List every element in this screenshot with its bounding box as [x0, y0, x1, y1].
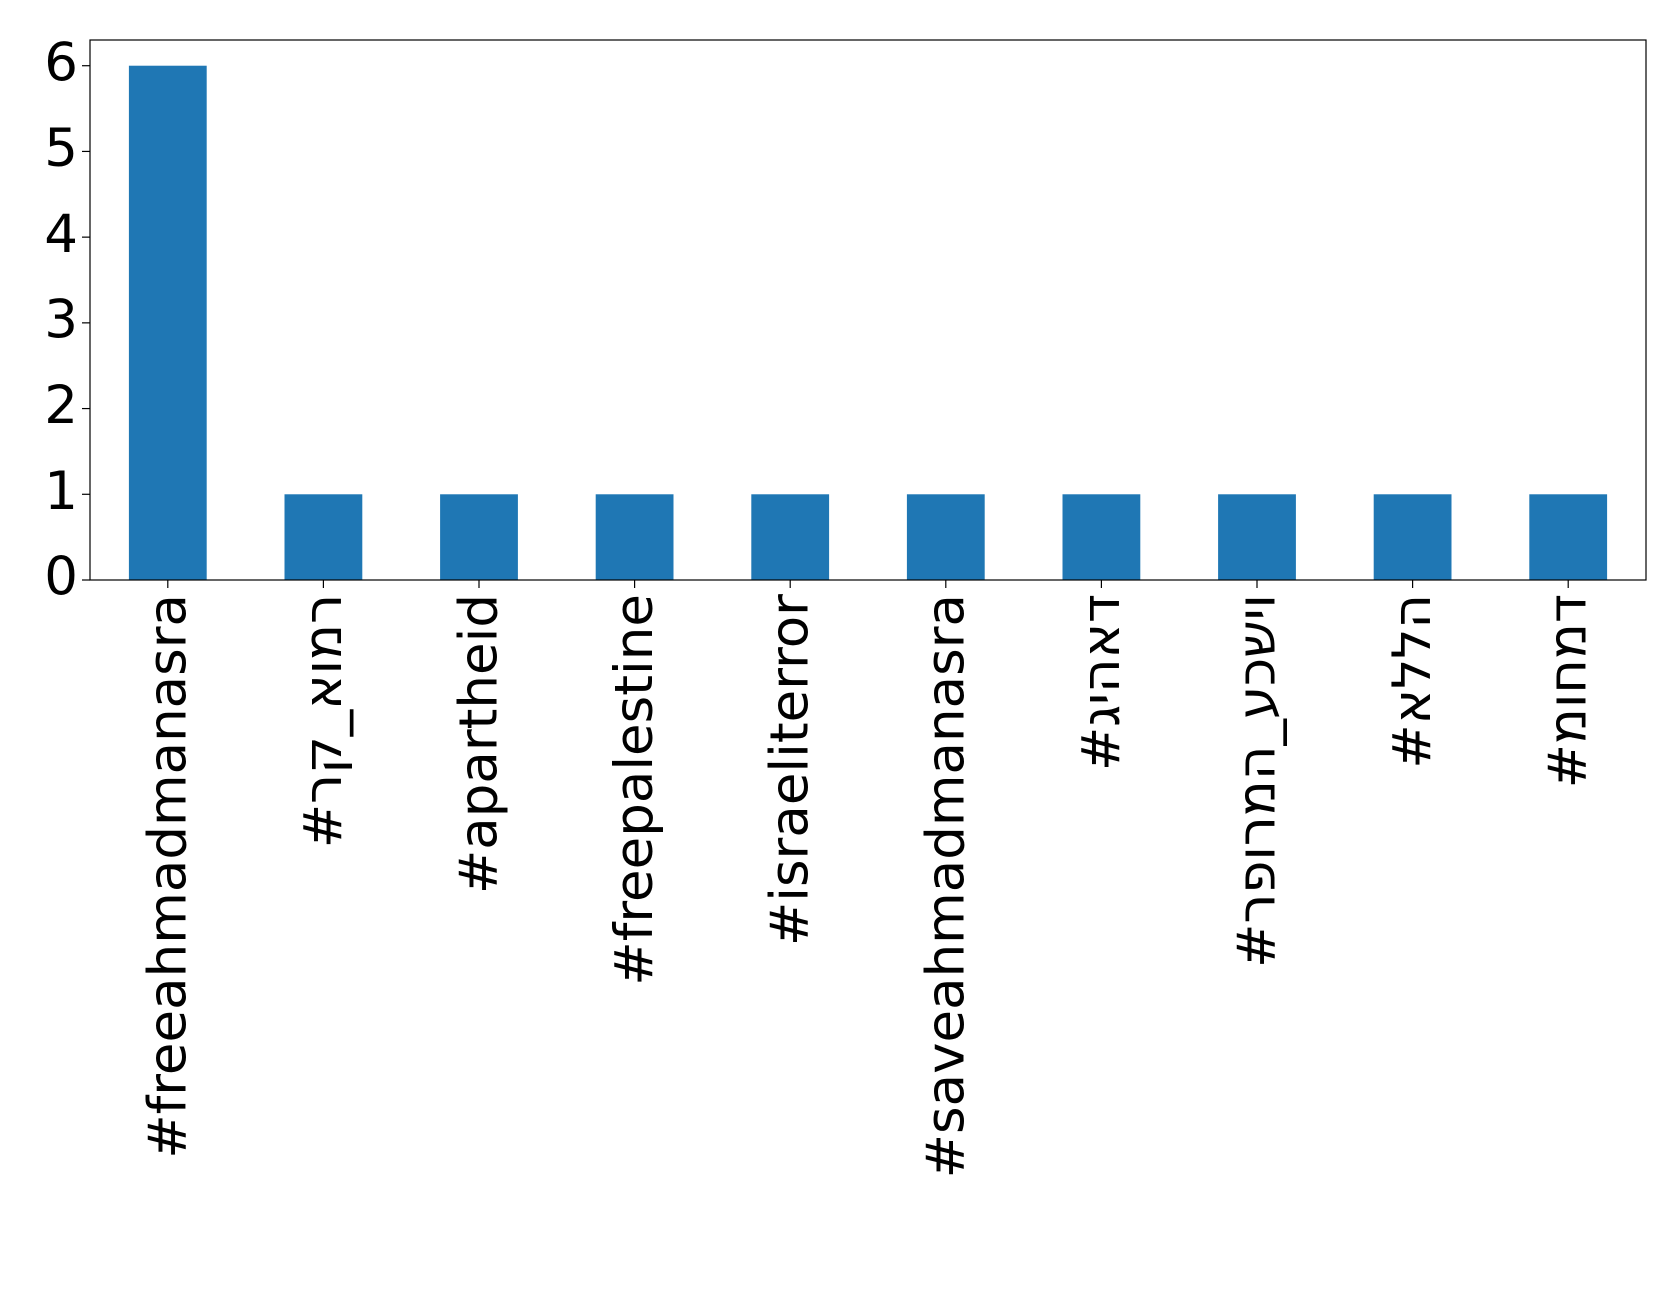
y-tick-label: 2: [44, 375, 78, 436]
x-tick-label: #אללה: [1382, 594, 1443, 769]
y-tick-label: 1: [44, 461, 78, 522]
y-tick-label: 0: [44, 547, 78, 608]
x-tick-label: #apartheid: [449, 594, 510, 894]
bar: [751, 494, 830, 580]
y-tick-label: 6: [44, 32, 78, 93]
y-tick-label: 3: [44, 289, 78, 350]
bar: [1529, 494, 1608, 580]
x-tick-label: #מוחמד: [1538, 594, 1599, 788]
bar: [1373, 494, 1452, 580]
bar: [284, 494, 363, 580]
bar: [1218, 494, 1296, 580]
y-tick-label: 4: [44, 204, 78, 265]
bar: [440, 494, 518, 580]
bar: [128, 65, 207, 580]
bar: [1062, 494, 1141, 580]
x-tick-label: #גיהאד: [1071, 594, 1132, 771]
x-tick-label: #רפורמה_עכשיו: [1227, 594, 1288, 968]
x-tick-label: #freepalestine: [604, 594, 665, 986]
x-tick-label: #רק_אומר: [293, 594, 354, 848]
plot-frame: [89, 39, 1647, 581]
x-tick-label: #freeahmadmanasra: [137, 594, 198, 1159]
y-tick-label: 5: [44, 118, 78, 179]
x-tick-label: #saveahmadmanasra: [915, 594, 976, 1178]
bar: [595, 494, 674, 580]
x-tick-label: #israeliterror: [760, 594, 821, 946]
bar: [906, 494, 985, 580]
